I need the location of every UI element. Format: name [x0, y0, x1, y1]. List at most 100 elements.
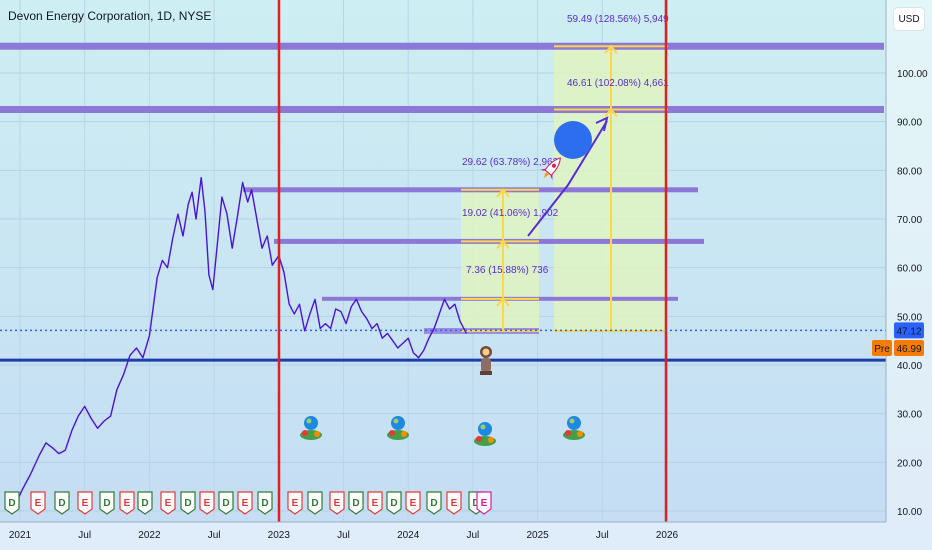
event-marker — [257, 491, 273, 515]
measure-label: 29.62 (63.78%) 2,962 — [462, 157, 559, 168]
event-marker — [4, 491, 20, 515]
event-marker — [119, 491, 135, 515]
pre-price-badge — [894, 339, 924, 356]
y-tick-label: 90.00 — [897, 118, 922, 129]
y-tick-label: 100.00 — [897, 69, 928, 80]
event-marker — [476, 491, 492, 515]
y-tick-label: 20.00 — [897, 458, 922, 469]
event-marker-label: E — [292, 498, 299, 509]
event-marker-label: E — [372, 498, 379, 509]
event-marker-label: E — [410, 498, 417, 509]
pre-price-label: 46.99 — [896, 344, 921, 355]
event-marker-label: E — [165, 498, 172, 509]
event-marker-label: E — [242, 498, 249, 509]
x-tick-label: Jul — [78, 530, 91, 541]
event-marker — [199, 491, 215, 515]
y-tick-label: 60.00 — [897, 264, 922, 275]
x-tick-label: 2026 — [656, 530, 679, 541]
resistance-level — [0, 42, 884, 50]
y-tick-label: 40.00 — [897, 361, 922, 372]
measure-label: 46.61 (102.08%) 4,661 — [567, 78, 669, 89]
event-marker — [30, 491, 46, 515]
event-marker-label: D — [472, 498, 479, 509]
measure-arrow — [604, 107, 618, 118]
x-tick-label: Jul — [596, 530, 609, 541]
event-marker — [446, 491, 462, 515]
x-tick-label: 2025 — [526, 530, 549, 541]
event-marker — [329, 491, 345, 515]
x-tick-label: 2023 — [268, 530, 291, 541]
event-marker-label: D — [184, 498, 191, 509]
measure-label: 19.02 (41.06%) 1,902 — [462, 208, 559, 219]
event-marker-label: E — [35, 498, 42, 509]
event-marker-label: E — [451, 498, 458, 509]
event-marker — [54, 491, 70, 515]
projection-box — [461, 189, 539, 331]
event-marker — [426, 491, 442, 515]
astronaut-icon — [480, 346, 492, 375]
event-marker — [386, 491, 402, 515]
event-marker-label: E — [481, 498, 488, 509]
event-marker — [137, 491, 153, 515]
support-level — [0, 358, 886, 362]
event-marker-label: E — [82, 498, 89, 509]
planet-bouquet-icon — [300, 416, 322, 440]
event-marker — [307, 491, 323, 515]
event-marker — [237, 491, 253, 515]
x-tick-label: Jul — [337, 530, 350, 541]
x-tick-label: 2024 — [397, 530, 420, 541]
price-scale — [886, 0, 932, 550]
event-marker-label: E — [124, 498, 131, 509]
event-marker — [367, 491, 383, 515]
event-marker-label: D — [261, 498, 268, 509]
measure-arrow — [496, 188, 510, 198]
planet-bouquet-icon — [474, 422, 496, 446]
event-marker-label: E — [334, 498, 341, 509]
chart-title: Devon Energy Corporation, 1D, NYSE — [8, 9, 212, 23]
measure-arrow — [604, 44, 618, 54]
event-marker-label: D — [103, 498, 110, 509]
planet-bouquet-icon — [563, 416, 585, 440]
currency-button[interactable]: USD — [894, 8, 924, 30]
x-tick-label: Jul — [208, 530, 221, 541]
projection-arrowhead — [595, 116, 609, 132]
measure-arrow — [496, 297, 510, 307]
last-price-badge — [894, 322, 924, 339]
x-tick-label: 2022 — [138, 530, 161, 541]
event-marker-label: D — [352, 498, 359, 509]
event-marker — [287, 491, 303, 515]
measure-label: 59.49 (128.56%) 5,949 — [567, 14, 669, 25]
y-tick-label: 50.00 — [897, 312, 922, 323]
event-marker-label: E — [204, 498, 211, 509]
measure-label: 7.36 (15.88%) 736 — [466, 265, 549, 276]
event-marker — [160, 491, 176, 515]
event-marker-label: D — [8, 498, 15, 509]
event-marker-label: D — [222, 498, 229, 509]
event-marker — [99, 491, 115, 515]
time-axis — [0, 522, 886, 550]
rocket-icon — [540, 157, 561, 181]
event-marker — [180, 491, 196, 515]
y-tick-label: 70.00 — [897, 215, 922, 226]
y-tick-label: 80.00 — [897, 166, 922, 177]
y-tick-label: 30.00 — [897, 410, 922, 421]
planet-bouquet-icon — [387, 416, 409, 440]
x-tick-label: 2021 — [9, 530, 32, 541]
pre-tag — [872, 339, 892, 356]
event-marker-label: D — [390, 498, 397, 509]
event-marker — [405, 491, 421, 515]
last-price-label: 47.12 — [896, 326, 921, 337]
resistance-level — [0, 106, 884, 113]
event-marker — [348, 491, 364, 515]
event-marker-label: D — [58, 498, 65, 509]
event-marker-label: D — [311, 498, 318, 509]
event-marker-label: D — [430, 498, 437, 509]
y-tick-label: 10.00 — [897, 507, 922, 518]
measure-arrow — [496, 239, 510, 250]
event-marker-label: D — [141, 498, 148, 509]
event-marker — [77, 491, 93, 515]
event-marker — [218, 491, 234, 515]
moon-icon — [554, 121, 592, 159]
